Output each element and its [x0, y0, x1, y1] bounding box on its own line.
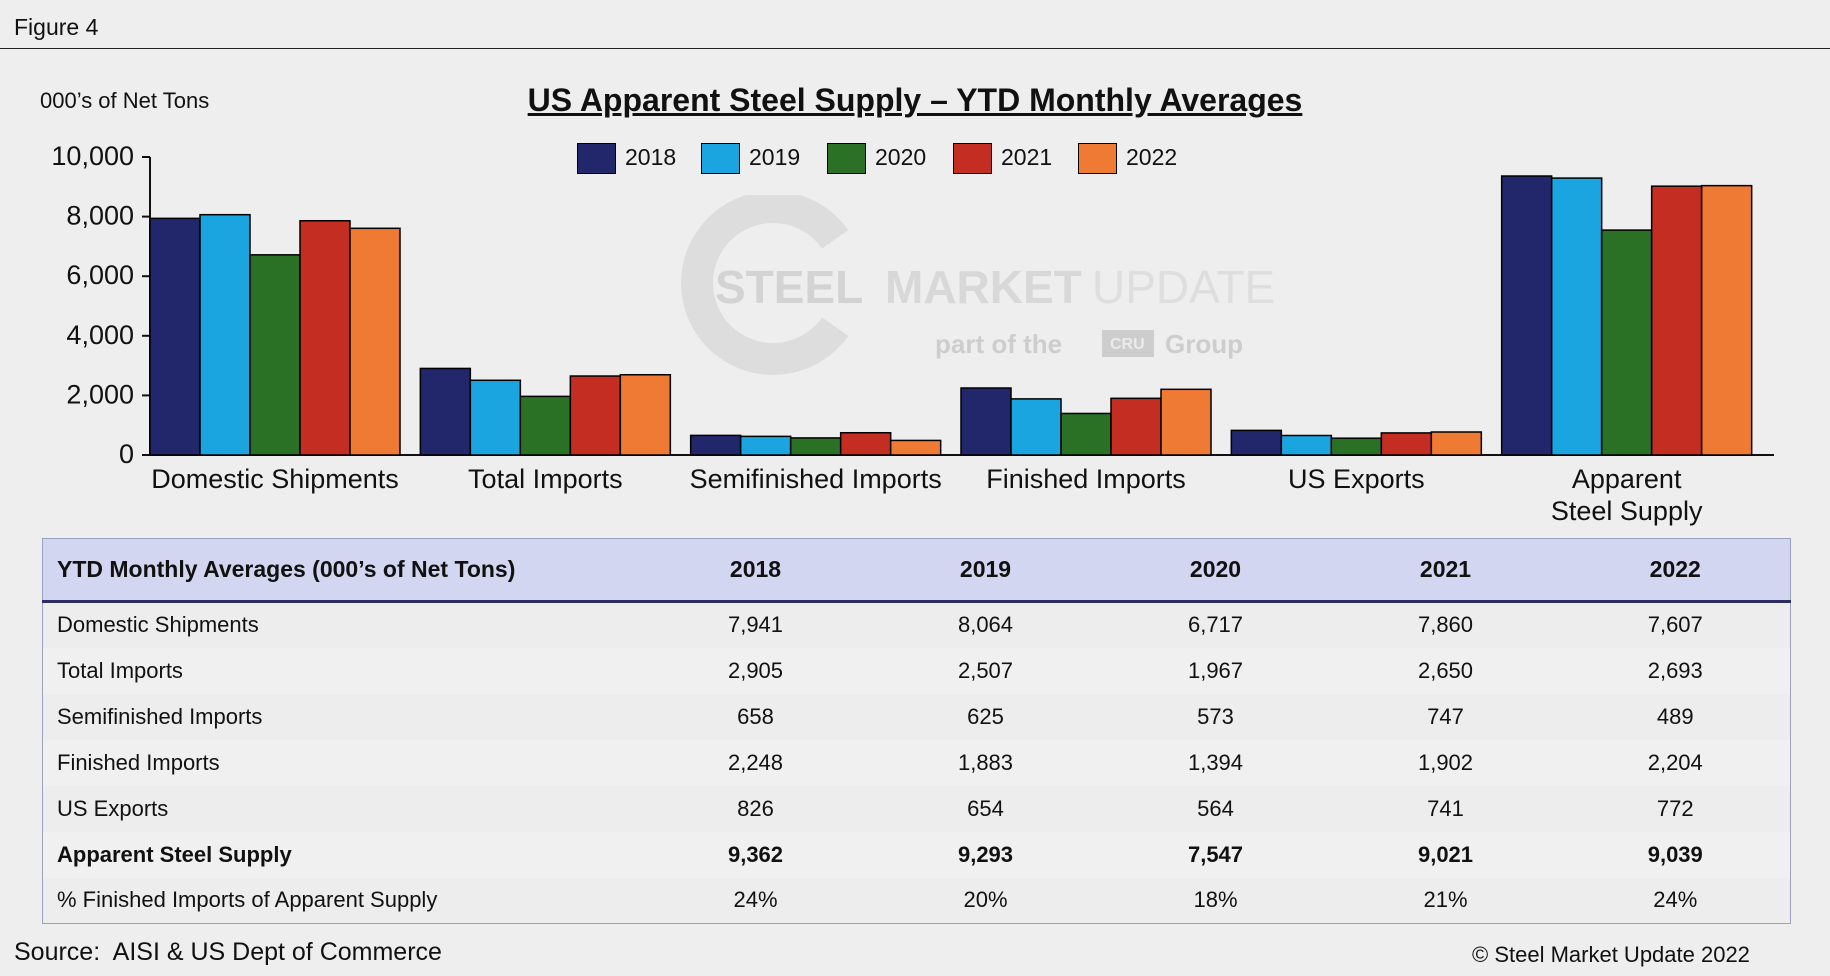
svg-text:8,000: 8,000: [66, 201, 134, 231]
svg-text:Semifinished Imports: Semifinished Imports: [690, 464, 942, 494]
svg-text:10,000: 10,000: [51, 141, 134, 171]
svg-text:Domestic Shipments: Domestic Shipments: [151, 464, 399, 494]
svg-text:6,000: 6,000: [66, 260, 134, 290]
svg-text:US Exports: US Exports: [1288, 464, 1425, 494]
svg-text:0: 0: [119, 439, 134, 469]
svg-text:Finished Imports: Finished Imports: [986, 464, 1186, 494]
svg-text:2,000: 2,000: [66, 379, 134, 409]
svg-text:Total Imports: Total Imports: [468, 464, 623, 494]
svg-text:4,000: 4,000: [66, 320, 134, 350]
